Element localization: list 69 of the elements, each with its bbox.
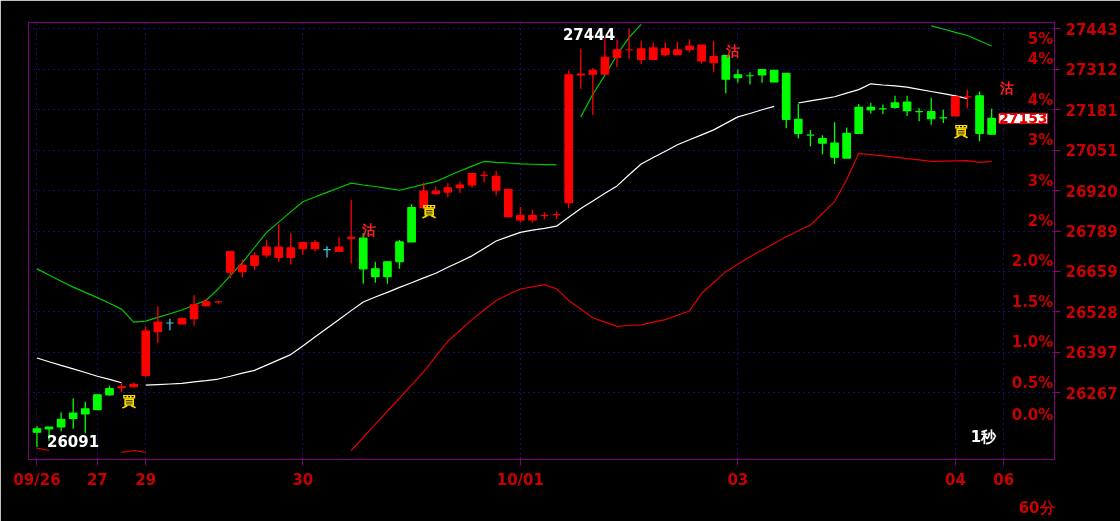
candlestick xyxy=(274,223,283,263)
y-tick-label: 27443 xyxy=(1065,20,1118,39)
candlestick xyxy=(987,108,997,135)
candlestick xyxy=(32,425,42,448)
text: 1.5% xyxy=(1011,292,1054,311)
annotation: 沽 xyxy=(999,80,1015,97)
x-tick-label: 10/01 xyxy=(496,470,544,489)
candlestick xyxy=(455,180,465,194)
x-tick-label: 03 xyxy=(727,470,749,489)
candlestick xyxy=(153,305,163,344)
candlestick xyxy=(286,232,296,266)
text: 5% xyxy=(1027,29,1054,48)
candlestick xyxy=(902,95,912,117)
candlestick xyxy=(926,97,936,126)
y-tick-label: 27181 xyxy=(1065,101,1118,120)
text: 0.0% xyxy=(1011,405,1054,424)
annotation: 27153 xyxy=(998,110,1048,127)
y-tick-label: 26397 xyxy=(1065,344,1118,363)
candlestick xyxy=(733,68,743,84)
candlestick xyxy=(225,250,235,280)
text: 3% xyxy=(1027,131,1054,150)
candlestick xyxy=(951,96,960,117)
annotation: 27444 xyxy=(562,26,616,45)
candlestick xyxy=(636,40,646,65)
text: 4% xyxy=(1027,90,1054,109)
annotation: 1秒 xyxy=(970,427,998,446)
x-tick-label: 04 xyxy=(944,470,966,489)
text: 2% xyxy=(1027,212,1054,231)
x-tick-label: 29 xyxy=(135,470,157,489)
annotation: 買 xyxy=(953,123,969,140)
y-tick-label: 26789 xyxy=(1065,223,1118,242)
candlestick xyxy=(56,411,66,432)
text: 2.0% xyxy=(1011,252,1054,271)
y-tick-label: 27312 xyxy=(1065,61,1118,80)
annotation: 沽 xyxy=(725,43,741,60)
annotation: 沽 xyxy=(361,221,377,238)
x-tick-label: 30 xyxy=(292,470,314,489)
text: 3% xyxy=(1027,171,1054,190)
annotation: 買 xyxy=(420,203,436,220)
y-tick-label: 26528 xyxy=(1065,303,1118,322)
candlestick xyxy=(395,239,404,270)
x-tick-label: 09/26 xyxy=(13,470,61,489)
candlestick xyxy=(189,294,199,327)
candlestick xyxy=(68,397,78,430)
candlestick xyxy=(238,258,247,279)
candlestick xyxy=(383,260,392,285)
candlestick xyxy=(588,67,598,116)
y-tick-label: 27051 xyxy=(1065,142,1118,161)
candlestick xyxy=(491,170,501,197)
annotation: 26091 xyxy=(46,433,100,452)
x-tick-label: 27 xyxy=(86,470,108,489)
candlestick xyxy=(818,134,827,155)
text: 60分 xyxy=(1018,498,1056,517)
candlestick xyxy=(370,261,380,284)
y-tick-label: 26920 xyxy=(1065,182,1118,201)
x-tick-label: 06 xyxy=(993,470,1015,489)
candlestick xyxy=(697,44,706,65)
candlestick xyxy=(830,121,839,165)
y-tick-label: 26659 xyxy=(1065,263,1118,282)
candlestick xyxy=(346,199,356,265)
annotation: 買 xyxy=(120,392,136,409)
y-tick-label: 26267 xyxy=(1065,384,1118,403)
candlestick xyxy=(80,400,90,434)
text: 1.0% xyxy=(1011,333,1054,352)
candlestick xyxy=(612,39,622,68)
candlestick xyxy=(793,103,803,140)
candlestick xyxy=(709,40,719,73)
text: 4% xyxy=(1027,50,1054,69)
text: 0.5% xyxy=(1011,373,1054,392)
